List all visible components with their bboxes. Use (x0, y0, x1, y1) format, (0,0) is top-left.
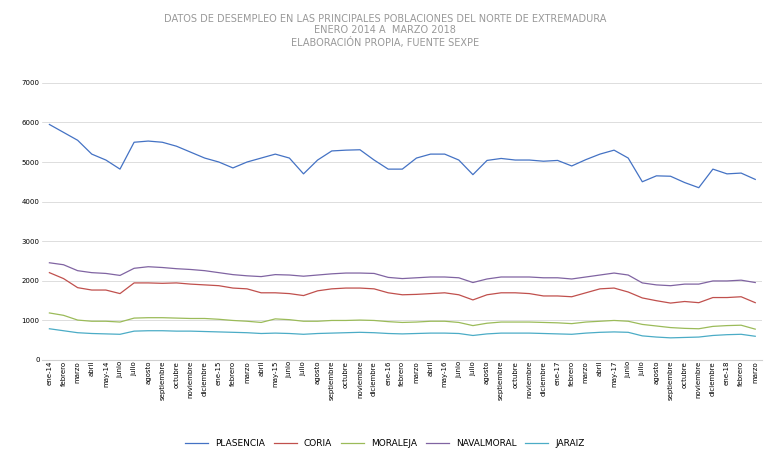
NAVALMORAL (200, 268, 209, 273)
NAVALMORAL (511, 274, 520, 280)
MORALEJA (200, 316, 209, 321)
NAVALMORAL (736, 278, 745, 283)
MORALEJA (751, 326, 760, 332)
MORALEJA (256, 319, 266, 325)
Line: MORALEJA: MORALEJA (49, 313, 755, 329)
CORIA (666, 300, 675, 306)
PLASENCIA (200, 155, 209, 161)
CORIA (553, 293, 562, 299)
PLASENCIA (511, 157, 520, 163)
CORIA (271, 290, 280, 296)
CORIA (45, 270, 54, 275)
CORIA (200, 282, 209, 288)
JARAIZ (511, 331, 520, 336)
JARAIZ (751, 333, 760, 339)
PLASENCIA (751, 177, 760, 182)
MORALEJA (553, 320, 562, 325)
Line: PLASENCIA: PLASENCIA (49, 124, 755, 188)
MORALEJA (45, 310, 54, 316)
JARAIZ (736, 331, 745, 337)
NAVALMORAL (256, 274, 266, 279)
JARAIZ (256, 331, 266, 336)
JARAIZ (45, 326, 54, 331)
PLASENCIA (736, 170, 745, 176)
CORIA (256, 290, 266, 296)
MORALEJA (736, 322, 745, 328)
NAVALMORAL (45, 260, 54, 266)
JARAIZ (200, 329, 209, 334)
NAVALMORAL (666, 283, 675, 289)
PLASENCIA (271, 151, 280, 157)
MORALEJA (511, 319, 520, 325)
NAVALMORAL (751, 280, 760, 285)
MORALEJA (271, 316, 280, 322)
CORIA (511, 290, 520, 296)
Line: NAVALMORAL: NAVALMORAL (49, 263, 755, 286)
JARAIZ (666, 335, 675, 341)
CORIA (751, 300, 760, 306)
JARAIZ (553, 331, 562, 337)
PLASENCIA (45, 122, 54, 127)
PLASENCIA (256, 155, 266, 161)
PLASENCIA (553, 158, 562, 163)
NAVALMORAL (271, 272, 280, 278)
CORIA (736, 294, 745, 300)
Line: JARAIZ: JARAIZ (49, 329, 755, 338)
NAVALMORAL (553, 275, 562, 281)
PLASENCIA (695, 185, 704, 190)
Text: DATOS DE DESEMPLEO EN LAS PRINCIPALES POBLACIONES DEL NORTE DE EXTREMADURA
ENERO: DATOS DE DESEMPLEO EN LAS PRINCIPALES PO… (164, 14, 606, 48)
JARAIZ (271, 331, 280, 336)
Legend: PLASENCIA, CORIA, MORALEJA, NAVALMORAL, JARAIZ: PLASENCIA, CORIA, MORALEJA, NAVALMORAL, … (182, 436, 588, 452)
Line: CORIA: CORIA (49, 272, 755, 303)
